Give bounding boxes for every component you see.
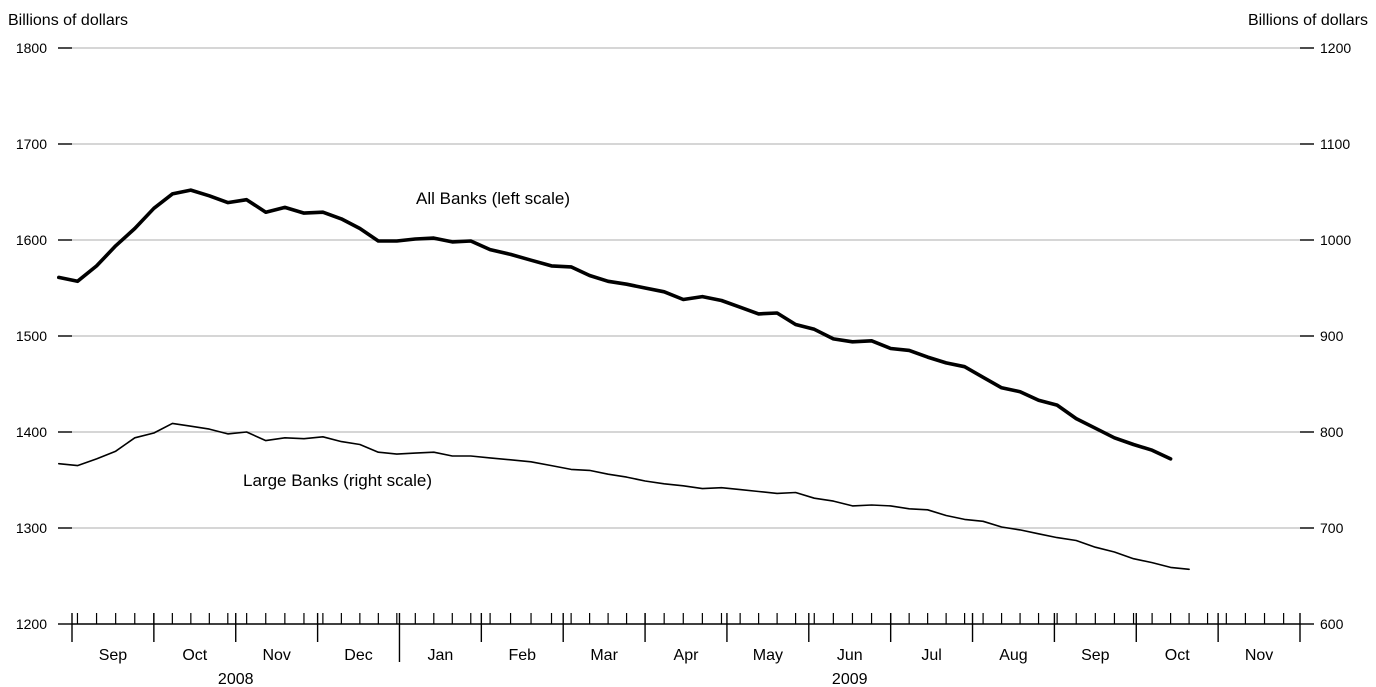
right-tick-label: 1000 bbox=[1320, 232, 1351, 248]
left-tick-label: 1200 bbox=[16, 616, 47, 632]
left-axis: 1800 1700 1600 1500 1400 1300 1200 bbox=[16, 40, 72, 632]
left-tick-label: 1500 bbox=[16, 328, 47, 344]
right-tick-label: 700 bbox=[1320, 520, 1344, 536]
month-label: Nov bbox=[262, 647, 290, 664]
large-banks-annotation: Large Banks (right scale) bbox=[243, 471, 432, 490]
right-tick-label: 800 bbox=[1320, 424, 1344, 440]
month-label: Sep bbox=[99, 647, 128, 664]
right-axis-unit-label: Billions of dollars bbox=[1248, 12, 1368, 29]
right-axis: 1200 1100 1000 900 800 700 600 bbox=[1300, 40, 1351, 632]
year-label: 2008 bbox=[218, 671, 254, 687]
month-label: Oct bbox=[1165, 647, 1190, 664]
right-tick-label: 900 bbox=[1320, 328, 1344, 344]
left-tick-label: 1700 bbox=[16, 136, 47, 152]
large-banks-line bbox=[57, 422, 1190, 571]
year-label: 2009 bbox=[832, 671, 868, 687]
month-label: Oct bbox=[182, 647, 207, 664]
left-tick-label: 1300 bbox=[16, 520, 47, 536]
month-label: Dec bbox=[344, 647, 372, 664]
month-label: Jan bbox=[428, 647, 454, 664]
left-tick-label: 1400 bbox=[16, 424, 47, 440]
right-tick-label: 1200 bbox=[1320, 40, 1351, 56]
month-label: Nov bbox=[1245, 647, 1273, 664]
left-axis-unit-label: Billions of dollars bbox=[8, 12, 128, 29]
right-tick-label: 600 bbox=[1320, 616, 1344, 632]
x-axis: Sep Oct Nov Dec Jan Feb Mar Apr May Jun Jul Aug Sep O… bbox=[71, 613, 1301, 687]
month-label: Aug bbox=[999, 647, 1027, 664]
month-label: Jun bbox=[837, 647, 863, 664]
month-label: May bbox=[753, 647, 783, 664]
month-label: Sep bbox=[1081, 647, 1110, 664]
left-tick-label: 1600 bbox=[16, 232, 47, 248]
series-layer bbox=[56, 188, 1190, 571]
month-label: Jul bbox=[921, 647, 941, 664]
month-label: Apr bbox=[674, 647, 700, 664]
left-tick-label: 1800 bbox=[16, 40, 47, 56]
all-banks-line bbox=[56, 188, 1173, 461]
all-banks-annotation: All Banks (left scale) bbox=[416, 189, 570, 208]
month-label: Feb bbox=[508, 647, 536, 664]
grid-lines bbox=[72, 47, 1300, 529]
month-label: Mar bbox=[590, 647, 618, 664]
right-tick-label: 1100 bbox=[1320, 136, 1350, 152]
